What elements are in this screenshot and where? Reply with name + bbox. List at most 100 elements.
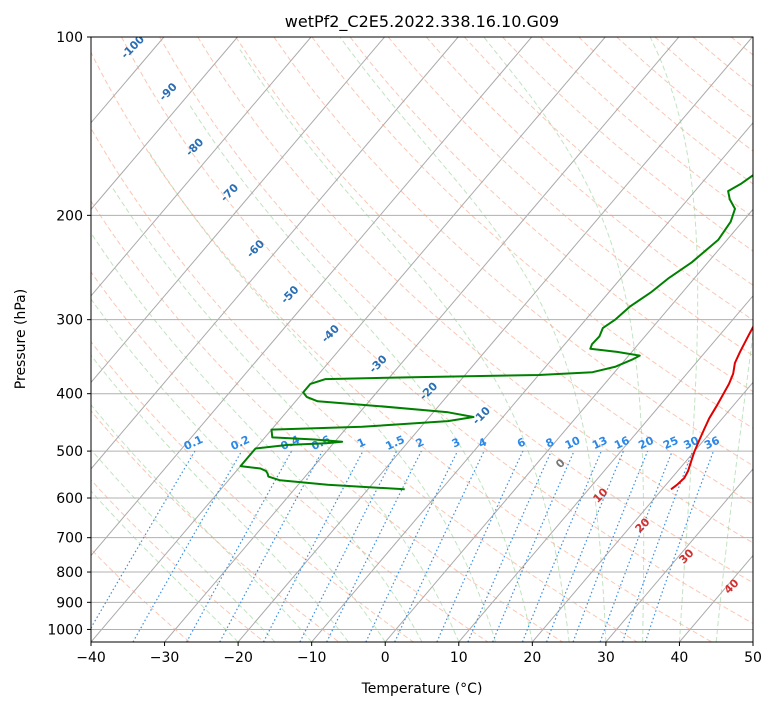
- mixing-ratio-label: 1.5: [384, 433, 407, 453]
- dry-adiabat-label: 40: [722, 576, 742, 596]
- line-labels: 0.1 0.2 0.4 0.6 1 1.5 2 3 4 6 8 10 13 16 20 25 30 36-100-…: [118, 37, 742, 597]
- chart-title: wetPf2_C2E5.2022.338.16.10.G09: [285, 12, 559, 32]
- mixing-ratio-line: [572, 450, 649, 642]
- isotherm: [458, 295, 753, 642]
- isotherm: [91, 37, 385, 384]
- plot-frame: [90, 36, 754, 643]
- mixing-ratio-line: [521, 450, 602, 642]
- dry-adiabat: [91, 51, 713, 642]
- moist-adiabat: [715, 329, 753, 642]
- y-tick-label: 900: [56, 595, 83, 611]
- mixing-ratio-line: [599, 450, 673, 642]
- mixing-ratio-label: 25: [661, 434, 680, 452]
- y-tick-label: 800: [56, 565, 83, 581]
- mixing-ratio-label: 13: [590, 434, 609, 452]
- y-tick-label: 200: [56, 208, 83, 224]
- isotherm: [91, 37, 312, 297]
- mixing-ratio-line: [365, 450, 459, 642]
- y-tick-label: 300: [56, 313, 83, 329]
- dry-adiabat-label: -80: [183, 135, 206, 158]
- dry-adiabat-label: 30: [677, 546, 697, 566]
- profile-line: [239, 174, 753, 491]
- dry-adiabat-label: -40: [319, 322, 342, 345]
- dry-adiabat: [349, 37, 753, 393]
- moist-adiabat: [91, 354, 349, 642]
- moist-adiabat: [483, 37, 645, 642]
- isotherm: [91, 37, 238, 211]
- dry-adiabat: [769, 37, 775, 642]
- x-tick-label: 40: [671, 650, 689, 666]
- dry-adiabat: [91, 410, 340, 642]
- dry-adiabat: [502, 37, 753, 252]
- dry-adiabat: [121, 37, 753, 624]
- moist-adiabat: [91, 232, 423, 642]
- isotherm: [531, 381, 753, 642]
- x-axis-label: Temperature (°C): [361, 681, 483, 697]
- isotherm: [237, 37, 753, 642]
- dry-adiabat-label: -90: [157, 80, 180, 103]
- dry-adiabat: [91, 340, 414, 642]
- moist-adiabat: [649, 37, 699, 642]
- x-tick-label: 10: [450, 650, 468, 666]
- dry-adiabat: [159, 37, 753, 584]
- mixing-ratio-label: 4: [476, 435, 489, 450]
- dry-adiabat: [91, 479, 265, 642]
- moist-adiabat: [91, 490, 239, 642]
- x-tick-label: −10: [297, 650, 327, 666]
- dry-adiabat-label: -60: [244, 237, 267, 260]
- y-tick-label: 700: [56, 531, 83, 547]
- x-tick-label: 0: [381, 650, 390, 666]
- x-tick-label: 20: [523, 650, 541, 666]
- dry-adiabat-label: -20: [417, 379, 440, 402]
- isotherm: [164, 37, 680, 642]
- y-axis: 100 200 300 400 500 600 700 800 900 1000: [47, 30, 91, 638]
- dry-adiabat: [654, 37, 753, 120]
- mixing-ratio-line: [467, 450, 552, 642]
- mixing-ratio-label: 16: [612, 434, 632, 452]
- dry-adiabat: [273, 37, 753, 467]
- moist-adiabat: [91, 404, 313, 642]
- mixing-ratio-label: 6: [515, 435, 528, 450]
- mixing-ratio-line: [186, 450, 293, 642]
- dry-adiabat: [311, 37, 753, 429]
- dry-adiabat: [540, 37, 753, 218]
- x-tick-label: 50: [744, 650, 762, 666]
- dry-adiabat: [616, 37, 753, 152]
- y-tick-label: 600: [56, 491, 83, 507]
- x-tick-label: −30: [150, 650, 180, 666]
- y-tick-label: 1000: [47, 622, 83, 638]
- y-tick-label: 400: [56, 387, 83, 403]
- moist-adiabat: [188, 104, 533, 642]
- isotherm: [605, 468, 753, 642]
- isotherm: [311, 122, 753, 642]
- mixing-ratio-line: [546, 450, 624, 642]
- mixing-ratio-line: [644, 450, 715, 642]
- dry-adiabat: [91, 271, 489, 642]
- dry-adiabat: [235, 37, 753, 505]
- dry-adiabat: [91, 200, 563, 642]
- y-tick-label: 100: [56, 30, 83, 46]
- x-tick-label: −40: [76, 650, 106, 666]
- moist-adiabat: [91, 298, 386, 642]
- isotherm: [91, 37, 459, 470]
- dry-adiabat: [692, 37, 753, 88]
- background-lines: [91, 37, 775, 642]
- x-axis: −40 −30 −20 −10 0 10 20 30 40 50: [76, 642, 762, 666]
- dry-adiabat-label: 20: [633, 515, 653, 535]
- x-tick-label: 30: [597, 650, 615, 666]
- mixing-ratio-label: 20: [636, 434, 656, 452]
- mixing-ratio-line: [91, 450, 196, 630]
- isotherm: [91, 37, 606, 642]
- mixing-ratio-label: 0.2: [229, 433, 252, 453]
- mixing-ratio-line: [219, 450, 323, 642]
- y-axis-label: Pressure (hPa): [13, 289, 29, 389]
- mixing-ratio-line: [299, 450, 398, 642]
- mixing-ratio-label: 36: [702, 434, 722, 452]
- dry-adiabat-label: -70: [218, 181, 241, 204]
- mixing-ratio-label: 1: [355, 435, 367, 450]
- mixing-ratio-label: 0.1: [182, 433, 205, 453]
- moist-adiabat: [112, 187, 460, 642]
- isotherm: [384, 208, 753, 642]
- mixing-ratio-line: [436, 450, 524, 642]
